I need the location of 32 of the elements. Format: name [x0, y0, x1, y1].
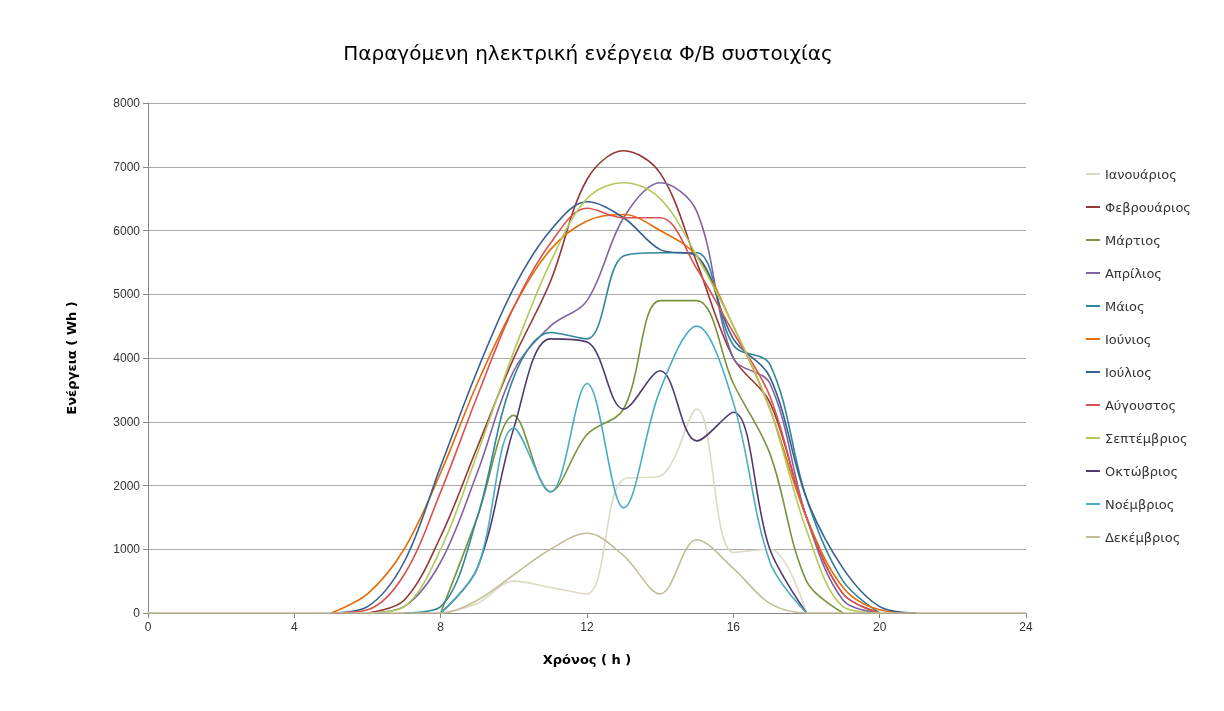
y-tick-label: 0 — [133, 606, 141, 620]
y-tick-label: 4000 — [113, 351, 141, 365]
x-tick-label: 16 — [726, 620, 741, 634]
legend-label: Ιούνιος — [1104, 331, 1152, 347]
legend-label: Ιούλιος — [1104, 364, 1152, 380]
y-tick-label: 8000 — [113, 96, 141, 110]
legend-label: Ιανουάριος — [1104, 166, 1177, 182]
y-tick-label: 6000 — [113, 223, 141, 238]
legend-label: Οκτώβριος — [1104, 463, 1179, 479]
legend-label: Μάιος — [1104, 298, 1145, 314]
chart-title: Παραγόμενη ηλεκτρική ενέργεια Φ/Β συστοιχίας — [343, 41, 833, 65]
legend-label: Δεκέμβριος — [1104, 529, 1181, 545]
x-axis-title: Χρόνος ( h ) — [542, 652, 632, 667]
x-tick-label: 4 — [290, 620, 298, 634]
legend-label: Αύγουστος — [1104, 397, 1177, 413]
y-tick-label: 5000 — [113, 287, 141, 302]
y-tick-label: 3000 — [113, 414, 141, 429]
x-tick-label: 8 — [437, 620, 445, 634]
y-axis-title: Ενέργεια ( Wh ) — [64, 301, 79, 415]
line-series — [439, 299, 844, 614]
legend-label: Φεβρουάριος — [1104, 199, 1192, 215]
x-tick-label: 12 — [580, 620, 594, 634]
x-tick-label: 24 — [1019, 620, 1033, 634]
legend-label: Απρίλιος — [1104, 265, 1162, 281]
y-tick-label: 2000 — [113, 478, 141, 493]
legend-label: Νοέμβριος — [1104, 496, 1175, 512]
x-tick-label: 20 — [872, 620, 887, 634]
y-tick-label: 1000 — [113, 542, 141, 557]
y-tick-label: 7000 — [113, 159, 141, 174]
legend-label: Μάρτιος — [1104, 232, 1161, 248]
legend-label: Σεπτέμβριος — [1104, 430, 1188, 446]
x-tick-label: 0 — [144, 620, 152, 634]
